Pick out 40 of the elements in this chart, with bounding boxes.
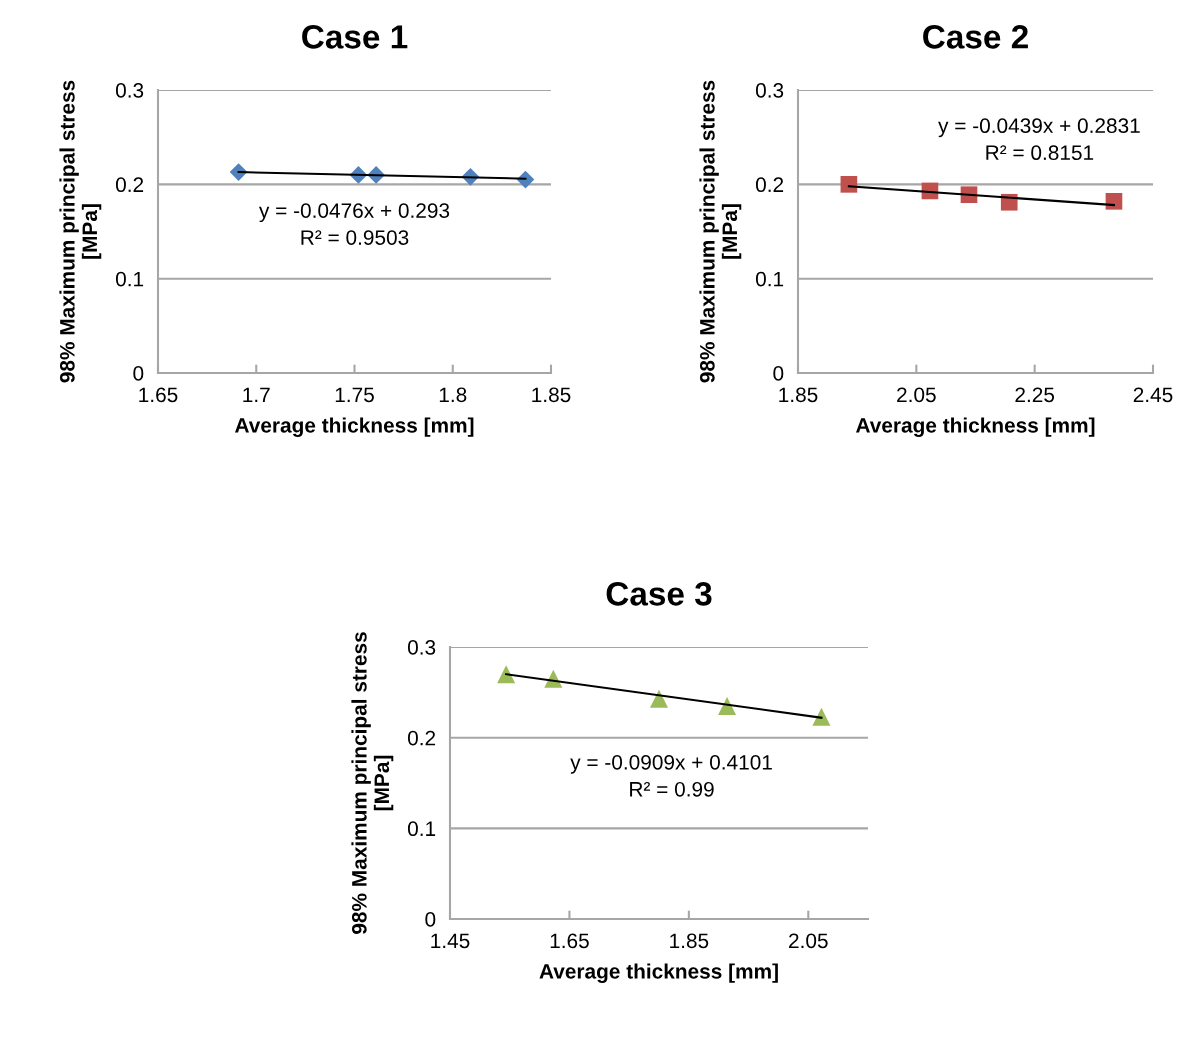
x-axis-title: Average thickness [mm] [539, 963, 778, 983]
x-tick-label: 1.65 [550, 933, 589, 949]
y-tick-label: 0.1 [407, 821, 436, 837]
y-tick-label: 0.3 [407, 640, 436, 655]
annotation: y = -0.0439x + 0.2831 R² = 0.8151 [938, 118, 1140, 161]
y-tick-label: 0 [773, 366, 784, 381]
x-tick-label: 1.85 [532, 387, 571, 403]
chart-title: Case 3 [606, 582, 712, 606]
y-tick-label: 0 [425, 912, 436, 927]
x-tick-label: 1.8 [439, 387, 467, 403]
x-tick-label: 2.25 [1015, 387, 1055, 403]
y-axis-title: 98% Maximum principal stress [MPa] [351, 632, 394, 934]
x-axis-title: Average thickness [mm] [856, 417, 1095, 437]
y-tick-label: 0 [133, 366, 144, 381]
x-tick-label: 2.05 [789, 933, 828, 949]
x-tick-label: 1.65 [139, 387, 178, 403]
x-tick-label: 2.05 [897, 387, 936, 403]
point [812, 707, 831, 726]
y-tick-label: 0.1 [755, 271, 784, 287]
x-tick-label: 1.75 [335, 387, 374, 403]
y-tick-label: 0.2 [115, 177, 144, 193]
annotation: y = -0.0476x + 0.293 R² = 0.9503 [259, 203, 450, 245]
y-axis-title: 98% Maximum principal stress [MPa] [699, 80, 742, 383]
y-tick-label: 0.3 [115, 83, 144, 98]
x-tick-label: 1.85 [670, 933, 709, 949]
x-tick-label: 1.45 [431, 933, 470, 949]
annotation: y = -0.0909x + 0.4101 R² = 0.99 [570, 754, 772, 797]
y-tick-label: 0.2 [407, 730, 436, 746]
x-axis-title: Average thickness [mm] [235, 417, 474, 437]
x-tick-label: 1.7 [243, 387, 270, 402]
x-tick-label: 2.45 [1133, 387, 1173, 403]
y-tick-label: 0.2 [755, 177, 784, 193]
chart-title: Case 1 [302, 25, 408, 49]
x-tick-label: 1.85 [779, 387, 818, 403]
point [497, 665, 516, 684]
y-tick-label: 0.3 [755, 83, 784, 98]
chart-title: Case 2 [923, 25, 1028, 49]
point [649, 689, 669, 708]
y-tick-label: 0.1 [115, 271, 144, 287]
y-axis-title: 98% Maximum principal stress [MPa] [59, 80, 102, 383]
